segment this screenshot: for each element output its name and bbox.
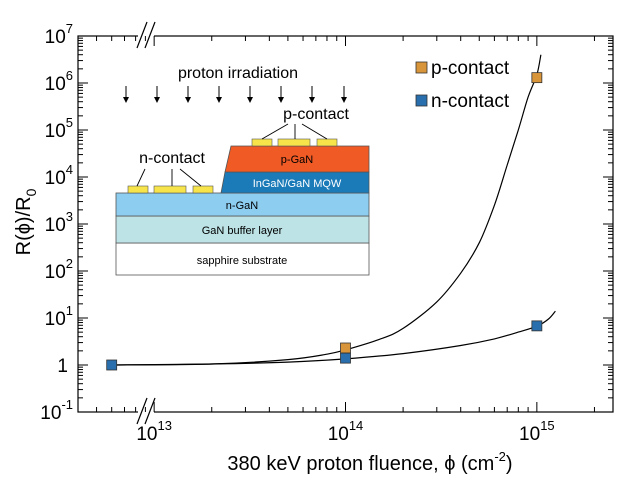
- x-tick-label: 1015: [519, 418, 555, 445]
- layer-buffer: [115, 215, 370, 244]
- x-tick-label: 1013: [136, 418, 172, 445]
- arrow-head: [341, 97, 347, 103]
- arrow-head: [278, 97, 284, 103]
- y-tick-label: 107: [45, 21, 73, 48]
- marker-p-contact: [340, 342, 351, 354]
- n-contact-pad: [192, 185, 214, 194]
- fit-curve-n-contact: [111, 310, 556, 366]
- inset-p-contact-label: p-contact: [283, 106, 349, 123]
- n-contact-callout: [136, 168, 202, 187]
- legend-label-n-contact: n-contact: [431, 91, 510, 112]
- layer-buffer-label: GaN buffer layer: [202, 225, 283, 237]
- data-markers: [106, 72, 543, 371]
- p-contact-callout: [261, 123, 328, 140]
- inset-irradiation-label: proton irradiation: [178, 65, 298, 82]
- x-axis-label: 380 keV proton fluence, ϕ (cm-2): [227, 449, 512, 475]
- axis-break-top: [136, 21, 156, 49]
- marker-n-contact: [106, 359, 118, 371]
- marker-n-contact: [340, 352, 351, 364]
- n-contact-pad: [153, 185, 187, 194]
- irradiation-arrows: [123, 86, 347, 103]
- y-tick-label: 104: [45, 162, 73, 189]
- p-contact-pad: [316, 138, 338, 147]
- layer-substrate-label: sapphire substrate: [197, 255, 288, 267]
- legend-label-p-contact: p-contact: [431, 58, 510, 79]
- y-tick-label: 101: [45, 303, 73, 330]
- contact-pads: [127, 138, 338, 194]
- layer-mqw-label: InGaN/GaN MQW: [253, 178, 342, 190]
- y-tick-label: 106: [45, 68, 73, 95]
- axis-break-bottom: [136, 397, 156, 425]
- x-axis-tick-labels: 1013 1014 1015: [136, 418, 554, 445]
- arrow-head: [247, 97, 253, 103]
- layer-n-gan-label: n-GaN: [226, 200, 258, 212]
- x-axis-ticks: [77, 36, 595, 412]
- arrow-head: [154, 97, 160, 103]
- layer-p-gan-label: p-GaN: [281, 154, 313, 166]
- p-contact-pad: [251, 138, 273, 147]
- fit-curve-p-contact: [111, 54, 542, 366]
- arrow-head: [309, 97, 315, 103]
- y-tick-label: 103: [45, 209, 73, 236]
- n-contact-pad: [127, 185, 149, 194]
- y-tick-label: 1: [57, 356, 68, 377]
- y-axis-label: R(ϕ)/R0: [13, 188, 39, 255]
- y-tick-label: 102: [45, 256, 73, 283]
- legend-swatch-p-contact: [415, 61, 428, 74]
- y-tick-label: 105: [45, 115, 73, 142]
- arrow-head: [123, 97, 129, 103]
- x-tick-label: 1014: [328, 418, 364, 445]
- y-axis-ticks: [78, 35, 613, 413]
- legend: p-contact n-contact: [415, 58, 510, 112]
- legend-swatch-n-contact: [415, 94, 428, 107]
- y-tick-label: 10-1: [40, 397, 73, 424]
- y-axis-tick-labels: 10-1 1 101 102 103 104 105 106 107: [40, 21, 73, 424]
- layer-p-gan: [224, 145, 370, 173]
- marker-p-contact: [531, 72, 543, 84]
- inset-n-contact-label: n-contact: [139, 150, 205, 167]
- p-contact-pad: [277, 138, 311, 147]
- arrow-head: [216, 97, 222, 103]
- marker-n-contact: [531, 320, 543, 332]
- arrow-head: [185, 97, 191, 103]
- inset-schematic: proton irradiation sapphire substrate Ga…: [115, 65, 370, 276]
